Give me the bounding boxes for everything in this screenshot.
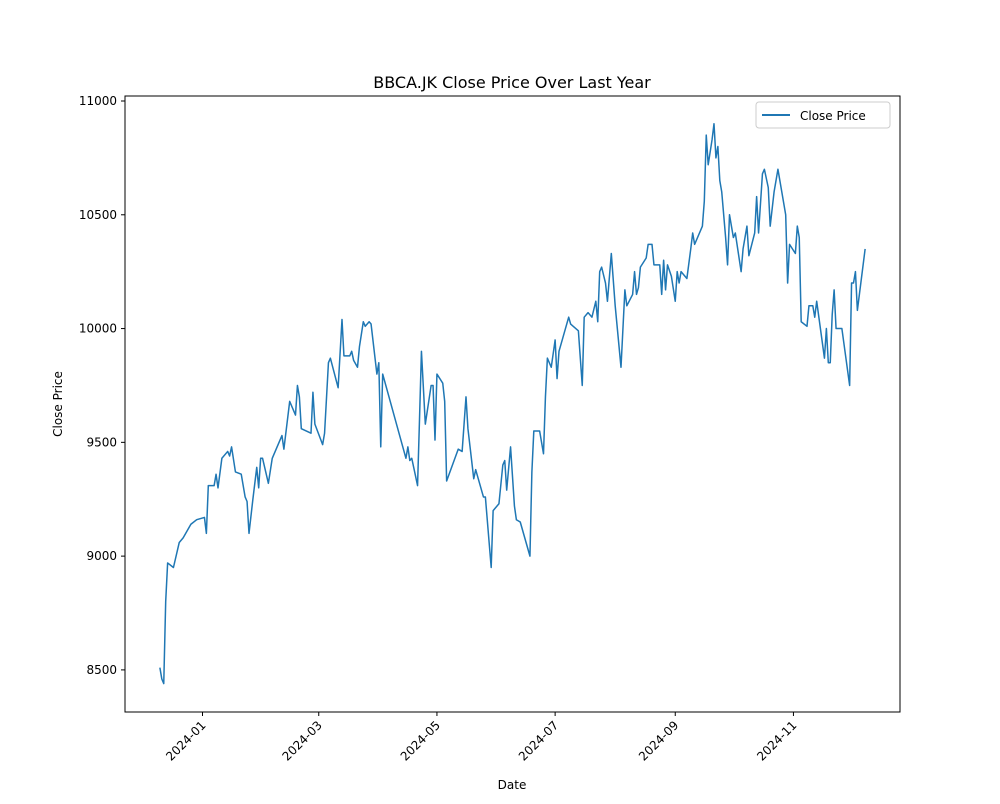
y-tick-label: 10500 — [79, 208, 117, 222]
x-tick-label: 2024-01 — [163, 718, 208, 763]
legend-box — [755, 101, 891, 129]
x-tick-label: 2024-09 — [636, 718, 681, 763]
x-tick-label: 2024-11 — [754, 718, 799, 763]
y-axis-label: Close Price — [51, 371, 65, 437]
chart-title: BBCA.JK Close Price Over Last Year — [373, 73, 651, 92]
x-axis-label: Date — [498, 778, 527, 792]
x-tick-label: 2024-05 — [398, 718, 443, 763]
line — [159, 123, 866, 685]
plot-area — [124, 95, 901, 713]
y-tick-label: 10000 — [79, 322, 117, 336]
x-tick-label: 2024-07 — [516, 718, 561, 763]
legend-label: Close Price — [800, 109, 866, 123]
x-tick-label: 2024-03 — [280, 718, 325, 763]
y-tick-label: 9500 — [86, 435, 117, 449]
y-tick-label: 8500 — [86, 663, 117, 677]
y-tick-label: 11000 — [79, 94, 117, 108]
y-tick-label: 9000 — [86, 549, 117, 563]
